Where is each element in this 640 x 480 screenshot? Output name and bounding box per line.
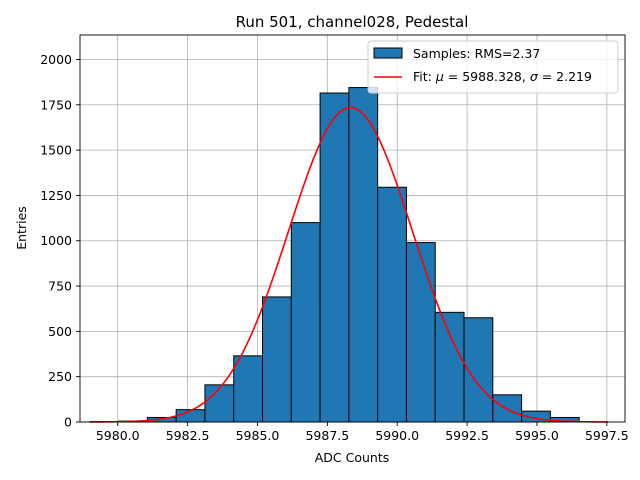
legend-fit-mu-symbol: μ xyxy=(435,69,444,84)
y-tick-label: 750 xyxy=(48,279,72,294)
y-tick-label: 500 xyxy=(48,324,72,339)
histogram-bar xyxy=(290,222,321,423)
x-axis-label: ADC Counts xyxy=(315,450,390,465)
histogram-bar xyxy=(204,384,235,423)
y-axis: 0 250 500 750 1000 1250 1500 1750 2000 xyxy=(40,52,80,430)
histogram-bar xyxy=(434,311,465,423)
histogram-bar xyxy=(405,242,436,423)
legend-fit-prefix: Fit: xyxy=(413,69,436,84)
histogram-bar xyxy=(319,92,350,423)
y-tick-label: 1750 xyxy=(40,97,72,112)
x-tick-label: 5995.0 xyxy=(515,428,559,443)
legend-fit-mu-value: = 5988.328, xyxy=(444,69,530,84)
fit-curve-group xyxy=(89,106,608,423)
legend-label-fit: Fit: μ = 5988.328, σ = 2.219 xyxy=(413,69,592,84)
y-tick-label: 1500 xyxy=(40,143,72,158)
chart-title: Run 501, channel028, Pedestal xyxy=(236,13,469,31)
x-tick-label: 5985.0 xyxy=(236,428,280,443)
y-tick-label: 1250 xyxy=(40,188,72,203)
y-axis-label: Entries xyxy=(14,206,29,250)
x-axis: 5980.0 5982.5 5985.0 5987.5 5990.0 5992.5 5995… xyxy=(96,422,629,443)
histogram-bar xyxy=(262,296,292,423)
histogram-bars xyxy=(89,87,580,423)
legend-fit-sigma-value: = 2.219 xyxy=(538,69,592,84)
y-tick-label: 2000 xyxy=(40,52,72,67)
y-tick-label: 0 xyxy=(64,415,72,430)
x-tick-label: 5990.0 xyxy=(375,428,419,443)
x-tick-label: 5980.0 xyxy=(96,428,140,443)
x-tick-label: 5992.5 xyxy=(445,428,489,443)
histogram-bar xyxy=(463,317,494,423)
legend-label-samples: Samples: RMS=2.37 xyxy=(413,46,540,61)
fit-curve xyxy=(89,106,608,423)
x-tick-label: 5982.5 xyxy=(166,428,210,443)
legend-fit-sigma-symbol: σ xyxy=(530,69,539,84)
histogram-bar xyxy=(348,87,379,423)
legend-swatch-samples xyxy=(373,47,403,59)
legend-box xyxy=(367,40,619,94)
y-tick-label: 1000 xyxy=(40,233,72,248)
plot-frame xyxy=(79,34,626,423)
legend: Samples: RMS=2.37 Fit: μ = 5988.328, σ =… xyxy=(367,40,619,94)
histogram-bar xyxy=(233,355,264,423)
x-tick-label: 5987.5 xyxy=(305,428,349,443)
x-tick-label: 5997.5 xyxy=(585,428,629,443)
y-tick-label: 250 xyxy=(48,369,72,384)
histogram-bar xyxy=(377,186,407,423)
